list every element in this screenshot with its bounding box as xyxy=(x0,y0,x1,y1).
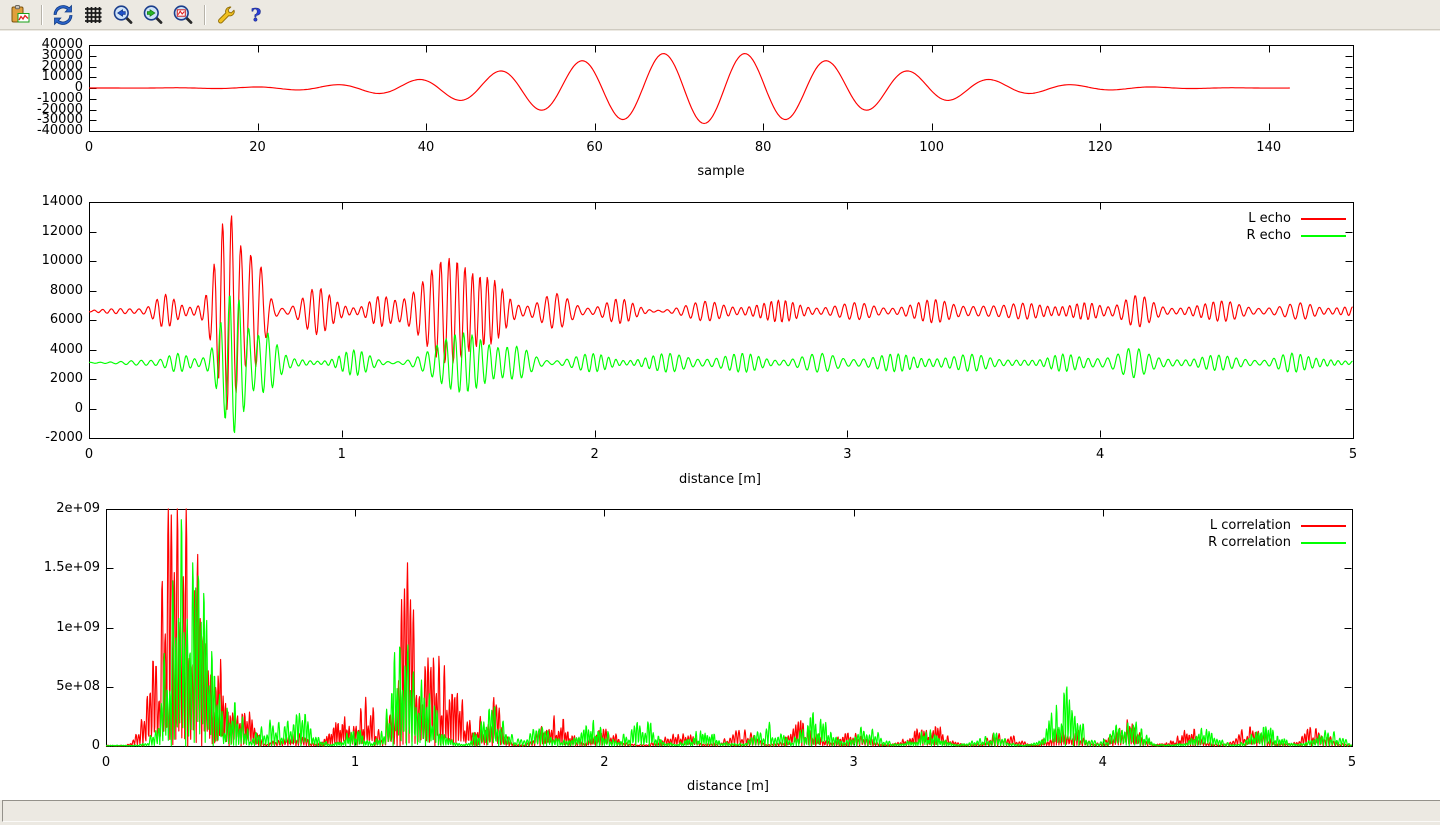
axis-ticks xyxy=(89,202,1354,439)
axis-ticks xyxy=(89,45,1353,132)
zoom-next-button[interactable] xyxy=(139,2,167,28)
help-button[interactable]: ? xyxy=(242,2,270,28)
copy-to-clipboard-button[interactable] xyxy=(6,2,34,28)
plot-border xyxy=(89,202,1354,439)
autoscale-icon xyxy=(173,4,193,24)
grid-icon xyxy=(85,6,102,23)
zoom-next-icon xyxy=(143,4,163,24)
series-l-echo xyxy=(88,215,1353,410)
copy-plot-icon xyxy=(11,4,30,22)
svg-text:?: ? xyxy=(251,5,262,26)
axis-ticks xyxy=(106,509,1353,747)
help-icon: ? xyxy=(250,4,262,26)
plot-border xyxy=(106,509,1353,747)
status-bar xyxy=(2,800,1440,822)
toolbar-separator xyxy=(41,4,42,25)
plot-canvas-background xyxy=(0,31,1440,800)
plot-0[interactable] xyxy=(89,45,1354,132)
series-r-echo xyxy=(88,295,1353,434)
plot-2[interactable] xyxy=(105,508,1353,747)
toggle-grid-button[interactable] xyxy=(79,2,107,28)
configure-icon xyxy=(218,5,235,23)
toolbar-separator xyxy=(204,4,205,25)
replot-button[interactable] xyxy=(49,2,77,28)
series-l-correlation xyxy=(105,508,1353,747)
zoom-previous-button[interactable] xyxy=(109,2,137,28)
autoscale-button[interactable] xyxy=(169,2,197,28)
configure-button[interactable] xyxy=(212,2,240,28)
plot-1[interactable] xyxy=(88,202,1354,439)
series-r-correlation xyxy=(105,519,1353,747)
toolbar: ? xyxy=(0,0,1440,30)
zoom-previous-icon xyxy=(113,4,133,24)
series-signal xyxy=(89,53,1290,125)
replot-icon xyxy=(53,4,73,25)
